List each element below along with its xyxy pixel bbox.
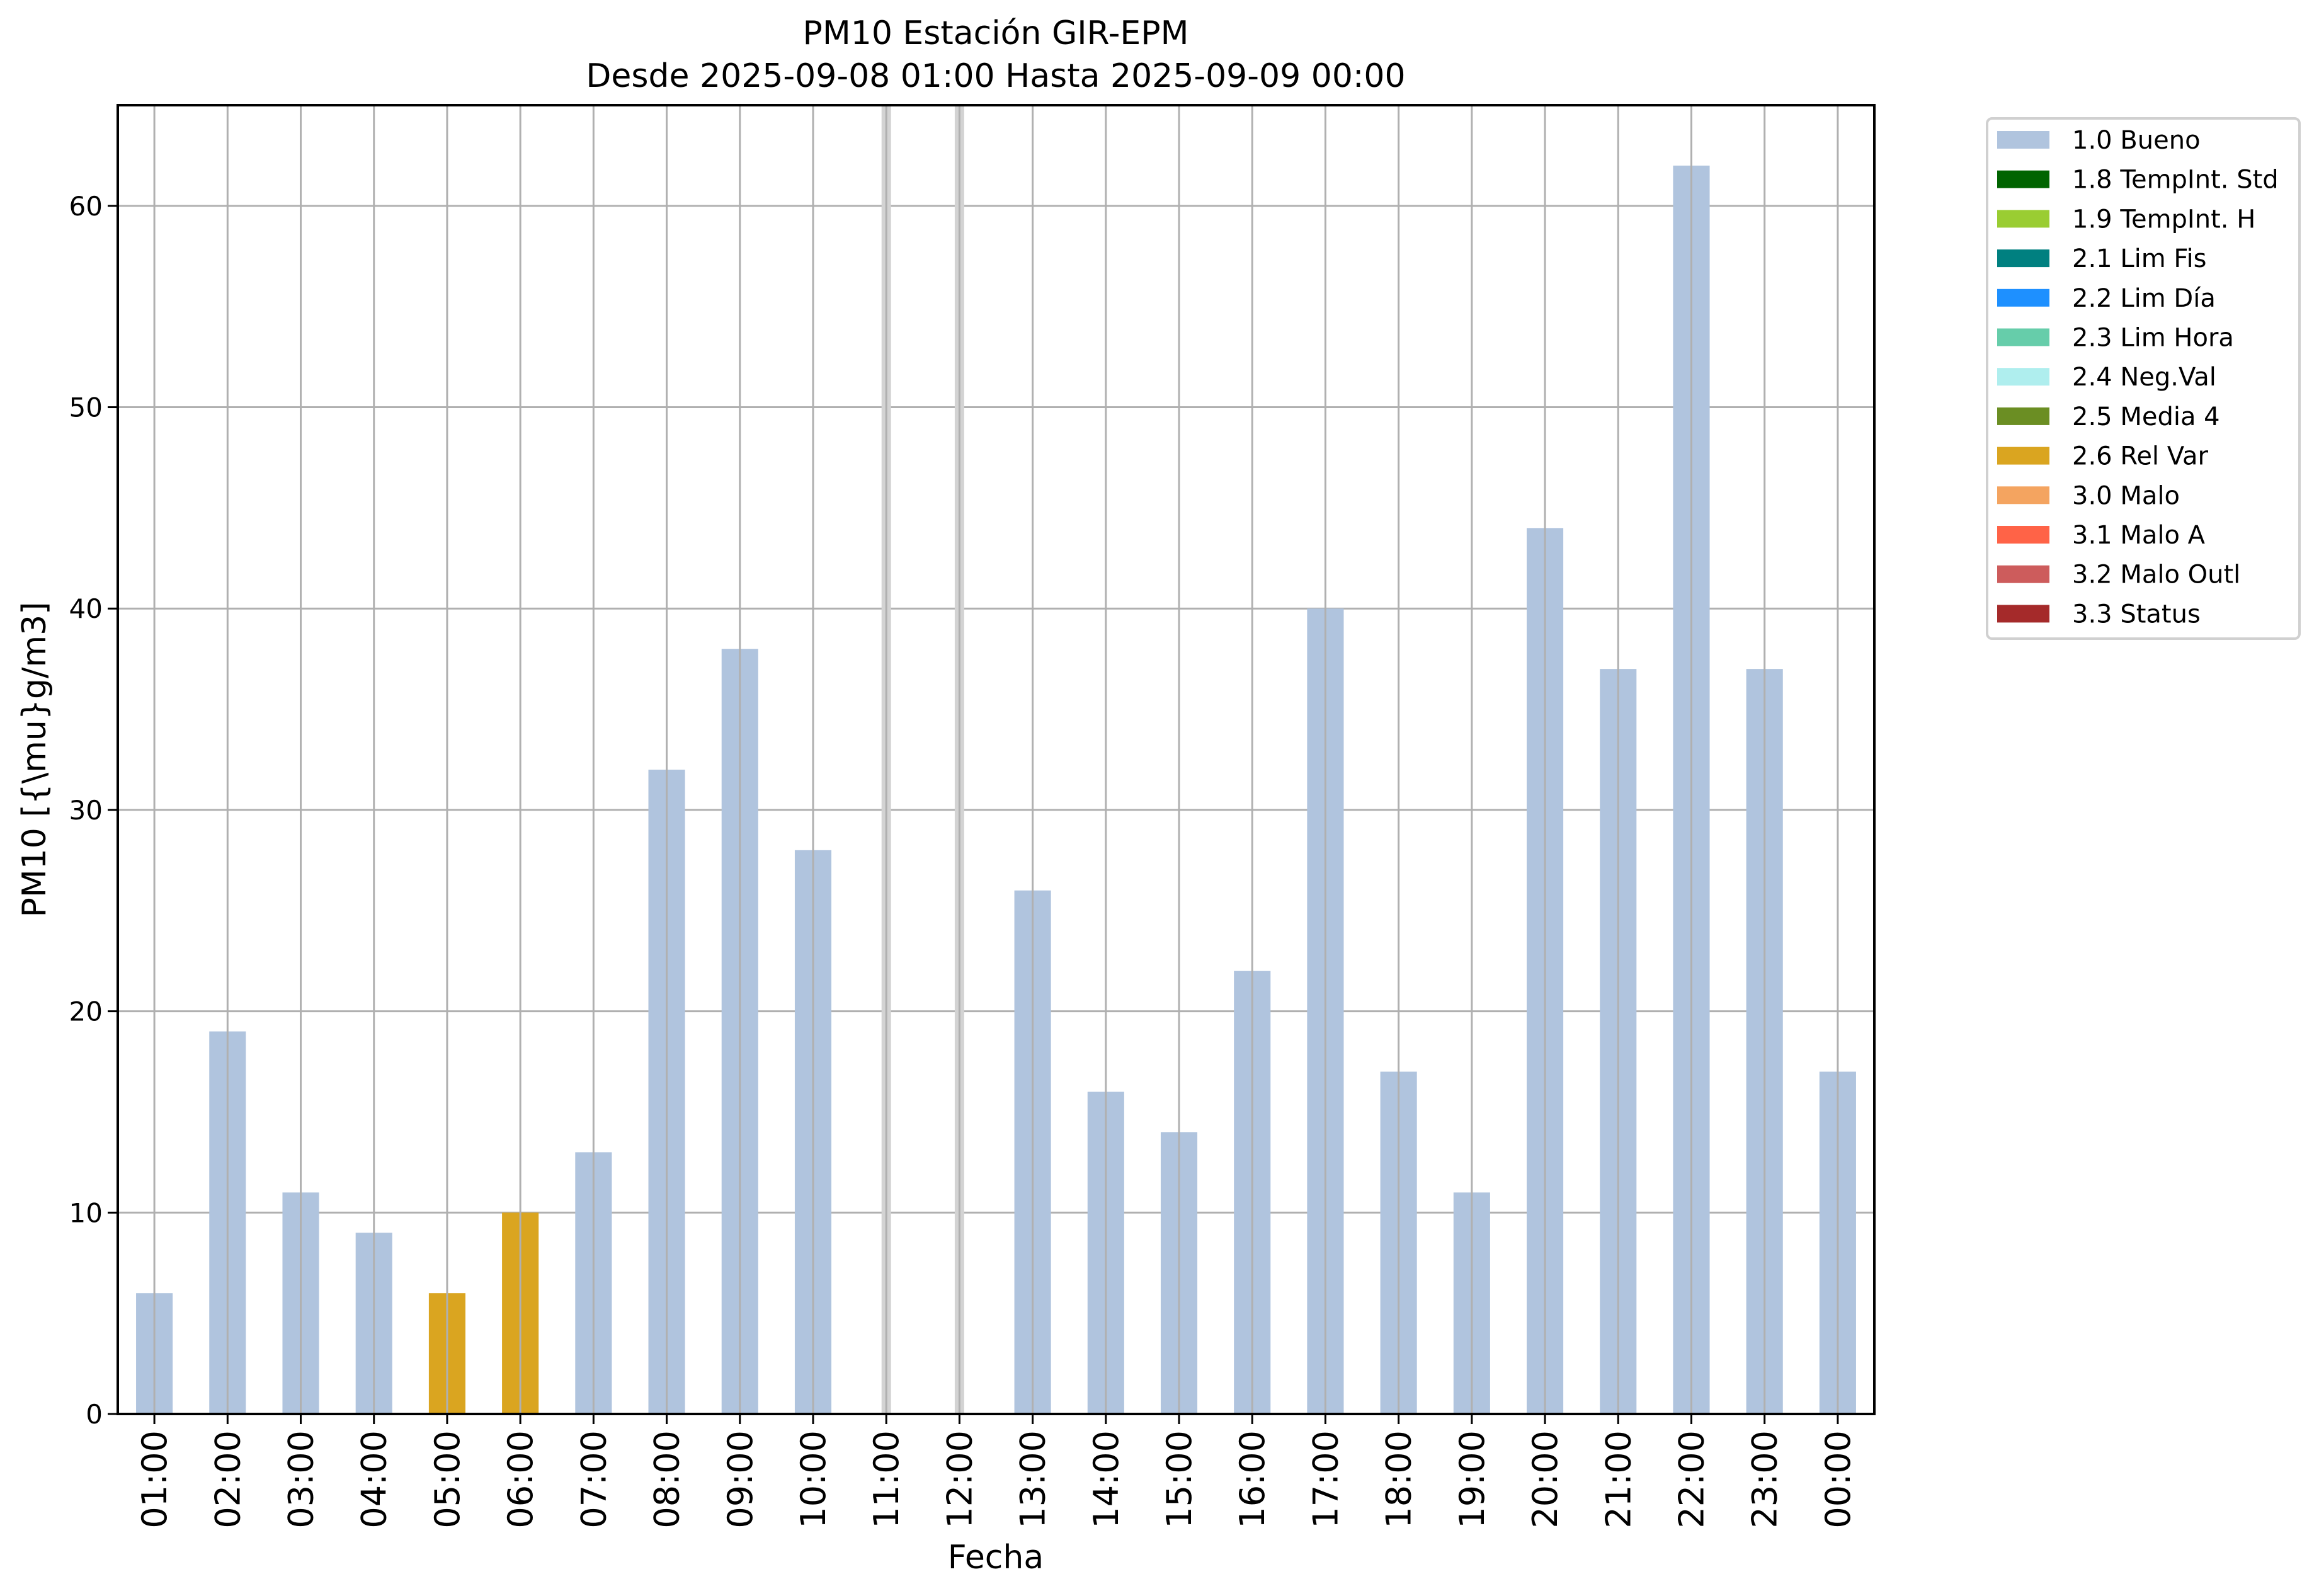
legend-label: 2.4 Neg.Val [2072,363,2216,392]
x-tick-label: 10:00 [794,1430,833,1529]
legend-label: 2.3 Lim Hora [2072,324,2234,353]
legend-swatch [1997,170,2049,188]
legend-swatch [1997,605,2049,623]
legend-swatch [1997,210,2049,228]
legend-item: 3.3 Status [1997,600,2201,629]
y-tick-label: 60 [69,191,103,222]
x-tick-label: 16:00 [1233,1430,1272,1529]
x-tick-label: 19:00 [1452,1430,1492,1529]
legend-label: 2.6 Rel Var [2072,442,2209,471]
legend-swatch [1997,249,2049,268]
legend-item: 2.4 Neg.Val [1997,363,2216,392]
x-tick-label: 23:00 [1745,1430,1785,1529]
y-tick-label: 30 [69,795,103,826]
legend-label: 3.1 Malo A [2072,521,2206,550]
legend-label: 1.8 TempInt. Std [2072,166,2279,195]
legend-label: 3.2 Malo Outl [2072,561,2240,590]
legend-swatch [1997,288,2049,307]
legend-swatch [1997,486,2049,504]
x-tick-label: 02:00 [208,1430,248,1529]
x-tick-label: 17:00 [1306,1430,1345,1529]
legend-item: 1.0 Bueno [1997,126,2201,155]
legend-item: 3.0 Malo [1997,481,2180,510]
legend: 1.0 Bueno 1.8 TempInt. Std 1.9 TempInt. H 2… [1986,117,2301,640]
legend-label: 1.9 TempInt. H [2072,205,2255,234]
bars [136,165,1856,1415]
legend-swatch [1997,407,2049,425]
x-tick-label: 13:00 [1013,1430,1053,1529]
chart-subtitle: Desde 2025-09-08 01:00 Hasta 2025-09-09 … [586,57,1405,95]
legend-swatch [1997,565,2049,583]
legend-swatch [1997,447,2049,465]
legend-item: 3.2 Malo Outl [1997,561,2240,590]
x-tick-label: 22:00 [1672,1430,1711,1529]
legend-item: 2.6 Rel Var [1997,442,2209,471]
legend-item: 2.2 Lim Día [1997,284,2216,313]
legend-swatch [1997,328,2049,346]
legend-item: 2.1 Lim Fis [1997,244,2206,273]
legend-item: 1.9 TempInt. H [1997,205,2255,234]
x-tick-label: 21:00 [1598,1430,1638,1529]
legend-label: 3.0 Malo [2072,481,2180,510]
plot-frame [117,104,1876,1415]
legend-label: 2.1 Lim Fis [2072,244,2206,273]
x-tick-label: 14:00 [1086,1430,1126,1529]
vertical-gridlines [153,105,1839,1414]
x-tick-label: 04:00 [355,1430,394,1529]
y-tick-label: 0 [86,1399,103,1430]
y-axis-ticks: 0 10 20 30 40 50 60 [69,191,118,1430]
legend-item: 2.5 Media 4 [1997,402,2220,431]
x-tick-label: 06:00 [501,1430,540,1529]
x-tick-label: 03:00 [282,1430,321,1529]
chart-title: PM10 Estación GIR-EPM [803,14,1189,52]
legend-label: 2.2 Lim Día [2072,284,2216,313]
x-tick-label: 20:00 [1525,1430,1565,1529]
x-tick-label: 11:00 [867,1430,906,1529]
legend-label: 3.3 Status [2072,600,2201,629]
x-tick-label: 05:00 [428,1430,467,1529]
grid [118,205,1874,1415]
y-tick-label: 20 [69,996,103,1027]
x-tick-label: 07:00 [574,1430,613,1529]
y-axis-label: PM10 [{\mu}g/m3] [16,601,54,917]
x-tick-label: 09:00 [721,1430,760,1529]
x-tick-label: 12:00 [940,1430,979,1529]
x-axis-label: Fecha [948,1539,1044,1576]
legend-swatch [1997,368,2049,386]
x-tick-label: 15:00 [1160,1430,1199,1529]
x-tick-label: 01:00 [135,1430,174,1529]
legend-item: 3.1 Malo A [1997,521,2206,550]
legend-item: 2.3 Lim Hora [1997,324,2234,353]
x-tick-label: 00:00 [1818,1430,1858,1529]
legend-swatch [1997,526,2049,544]
missing-bands [881,105,964,1414]
legend-label: 1.0 Bueno [2072,126,2201,155]
x-tick-label: 08:00 [647,1430,687,1529]
x-axis-ticks: 01:00 02:00 03:00 04:00 05:00 06:00 07:00 08:00… [135,1414,1858,1529]
legend-frame [1986,117,2301,640]
y-tick-label: 10 [69,1197,103,1228]
x-tick-label: 18:00 [1379,1430,1419,1529]
y-tick-label: 50 [69,392,103,423]
y-tick-label: 40 [69,593,103,624]
legend-item: 1.8 TempInt. Std [1997,166,2279,195]
legend-swatch [1997,131,2049,149]
legend-label: 2.5 Media 4 [2072,402,2220,431]
